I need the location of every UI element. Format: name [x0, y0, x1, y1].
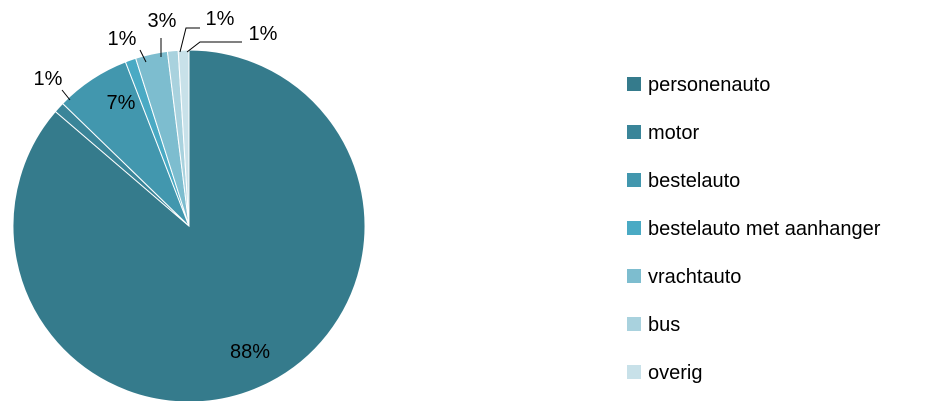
- legend-label-personenauto: personenauto: [648, 74, 770, 96]
- legend-label-overig: overig: [648, 362, 702, 384]
- legend-label-bestelauto: bestelauto: [648, 170, 740, 192]
- legend: personenauto motor bestelauto bestelauto me…: [627, 74, 881, 384]
- legend-swatch-bus: [627, 317, 641, 331]
- legend-swatch-vrachtauto: [627, 269, 641, 283]
- legend-swatch-motor: [627, 125, 641, 139]
- legend-swatch-overig: [627, 365, 641, 379]
- data-label-vrachtauto: 3%: [148, 10, 177, 32]
- legend-label-vrachtauto: vrachtauto: [648, 266, 741, 288]
- legend-swatch-personenauto: [627, 77, 641, 91]
- data-label-motor: 1%: [34, 68, 63, 90]
- pie-slices: [12, 49, 366, 401]
- leader-line-bus: [179, 27, 200, 53]
- legend-swatch-bestelauto: [627, 173, 641, 187]
- leader-line-bestelauto-met-aanhanger: [139, 49, 147, 63]
- data-label-bus: 1%: [206, 8, 235, 30]
- legend-label-motor: motor: [648, 122, 699, 144]
- leader-lines: [61, 27, 242, 101]
- legend-label-bus: bus: [648, 314, 680, 336]
- data-label-overig: 1%: [249, 23, 278, 45]
- data-label-bestelauto-met-aanhanger: 1%: [108, 28, 137, 50]
- legend-label-bestelauto-met-aanhanger: bestelauto met aanhanger: [648, 218, 881, 240]
- leader-line-motor: [61, 89, 71, 101]
- data-label-bestelauto: 7%: [107, 92, 136, 114]
- leader-line-overig: [186, 41, 242, 53]
- legend-swatch-bestelauto-met-aanhanger: [627, 221, 641, 235]
- data-label-personenauto: 88%: [230, 341, 270, 363]
- data-labels: 88% 1% 7% 1% 3% 1% 1%: [34, 8, 278, 363]
